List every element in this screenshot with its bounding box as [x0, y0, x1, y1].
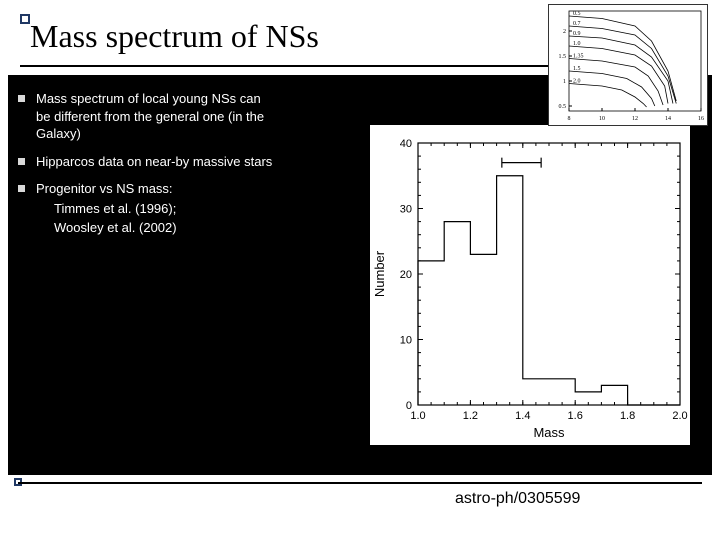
bullet-list: Mass spectrum of local young NSs can be …: [18, 90, 278, 247]
slide: Mass spectrum of NSs Mass spectrum of lo…: [0, 0, 720, 540]
inset-svg: 8 10 12 14 16 0.5 1 1.5 2 0.5 0.7 0.9 1.0 1.35 1.5 2.0: [549, 5, 707, 125]
svg-text:0.5: 0.5: [573, 11, 581, 17]
svg-text:Number: Number: [372, 250, 387, 297]
bullet-text: Hipparcos data on near-by massive stars: [36, 154, 272, 169]
svg-text:1.8: 1.8: [620, 410, 635, 422]
svg-text:2.0: 2.0: [672, 410, 687, 422]
svg-text:1.4: 1.4: [515, 410, 530, 422]
svg-text:1: 1: [563, 79, 566, 85]
svg-text:1.35: 1.35: [573, 54, 584, 60]
histogram-svg: 0102030401.01.21.41.61.82.0MassNumber: [370, 125, 690, 445]
bullet-icon: [18, 95, 25, 102]
svg-text:0.7: 0.7: [573, 21, 581, 27]
svg-text:10: 10: [400, 335, 412, 347]
bullet-item: Mass spectrum of local young NSs can be …: [18, 90, 278, 143]
svg-text:14: 14: [665, 116, 671, 122]
bullet-icon: [18, 185, 25, 192]
bullet-text: Mass spectrum of local young NSs can be …: [36, 91, 264, 141]
inset-chart: 8 10 12 14 16 0.5 1 1.5 2 0.5 0.7 0.9 1.0 1.35 1.5 2.0: [548, 4, 708, 126]
bullet-text: Progenitor vs NS mass:: [36, 181, 173, 196]
svg-text:12: 12: [632, 116, 638, 122]
svg-text:0.9: 0.9: [573, 31, 581, 37]
bullet-subline: Timmes et al. (1996);: [36, 200, 278, 218]
svg-text:1.5: 1.5: [559, 54, 567, 60]
bullet-item: Progenitor vs NS mass: Timmes et al. (19…: [18, 180, 278, 237]
svg-text:8: 8: [568, 116, 571, 122]
svg-text:10: 10: [599, 116, 605, 122]
svg-text:2: 2: [563, 29, 566, 35]
svg-text:30: 30: [400, 204, 412, 216]
bullet-item: Hipparcos data on near-by massive stars: [18, 153, 278, 171]
footer-rule: [18, 482, 702, 484]
bullet-subline: Woosley et al. (2002): [36, 219, 278, 237]
svg-text:1.6: 1.6: [568, 410, 583, 422]
bullet-icon: [18, 158, 25, 165]
svg-text:1.0: 1.0: [410, 410, 425, 422]
svg-text:1.5: 1.5: [573, 66, 581, 72]
citation-text: astro-ph/0305599: [455, 490, 580, 508]
title-accent-square: [20, 14, 30, 24]
svg-text:16: 16: [698, 116, 704, 122]
svg-text:1.2: 1.2: [463, 410, 478, 422]
svg-text:2.0: 2.0: [573, 79, 581, 85]
mass-histogram: 0102030401.01.21.41.61.82.0MassNumber: [370, 125, 690, 445]
svg-text:40: 40: [400, 138, 412, 150]
svg-text:20: 20: [400, 269, 412, 281]
svg-text:1.0: 1.0: [573, 41, 581, 47]
svg-text:Mass: Mass: [533, 425, 565, 440]
svg-text:0.5: 0.5: [559, 104, 567, 110]
